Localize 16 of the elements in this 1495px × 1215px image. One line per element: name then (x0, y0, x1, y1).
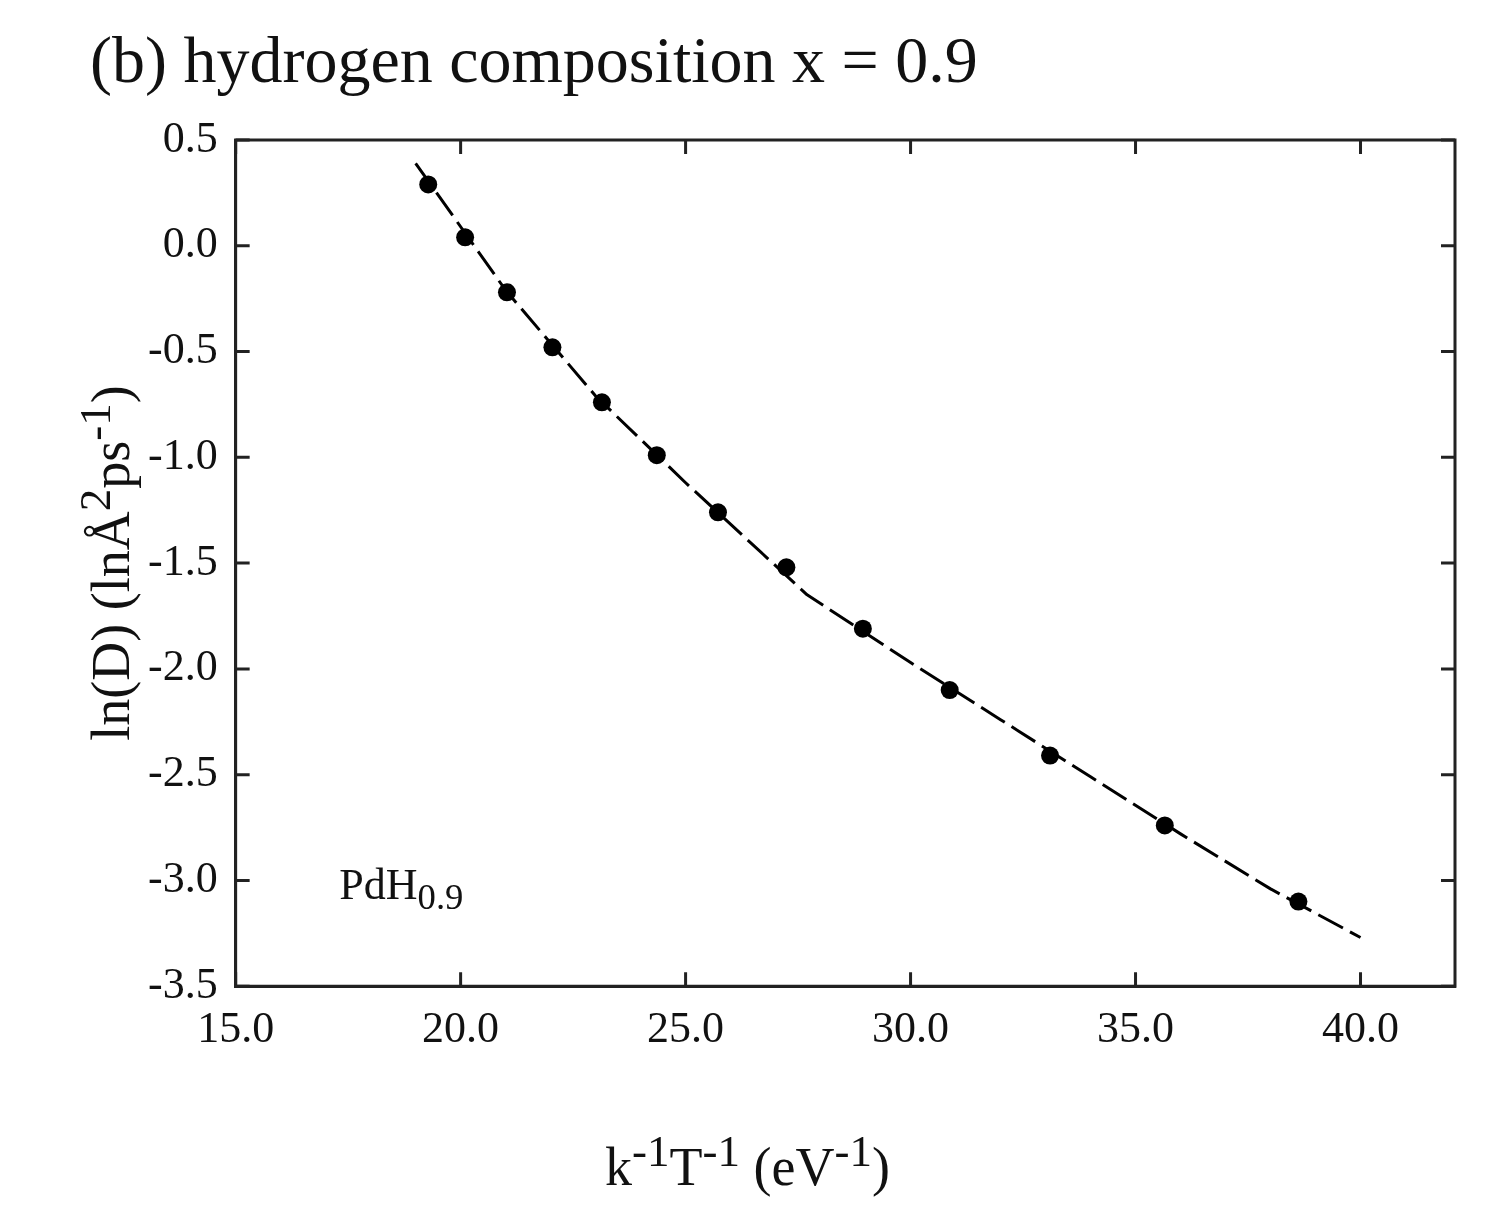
annotation: PdH$_{0.9}$ (339, 859, 464, 919)
chart-title: (b) hydrogen composition x = 0.9 (90, 22, 978, 98)
y-tick-label: -0.5 (148, 324, 218, 374)
x-tick-label: 20.0 (422, 1003, 500, 1053)
y-tick-label: -2.5 (148, 747, 218, 797)
x-tick-label: 35.0 (1097, 1003, 1175, 1053)
y-tick-label: -1.0 (148, 429, 218, 479)
x-tick-label: 40.0 (1322, 1003, 1400, 1053)
y-tick-label: -3.0 (148, 852, 218, 902)
x-axis-title: k$^{-1}$T$^{-1}$ (eV$^{-1}$) (604, 1125, 891, 1198)
y-tick-label: -2.0 (148, 641, 218, 691)
x-tick-label: 30.0 (872, 1003, 950, 1053)
x-tick-label: 25.0 (647, 1003, 725, 1053)
y-tick-label: 0.0 (162, 218, 218, 268)
y-tick-label: -1.5 (148, 535, 218, 585)
y-tick-label: 0.5 (162, 112, 218, 162)
